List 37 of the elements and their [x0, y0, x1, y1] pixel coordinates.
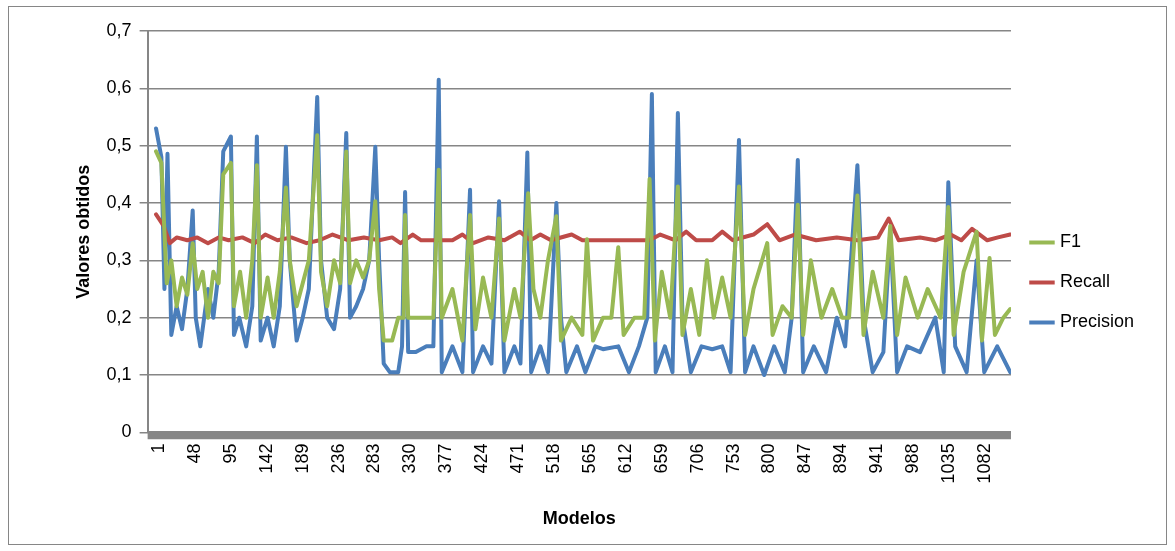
x-tick-label: 48 [183, 443, 204, 464]
legend-label: Precision [1059, 311, 1134, 332]
y-tick-label: 0,5 [106, 134, 132, 155]
x-tick-label: 189 [291, 443, 312, 474]
x-tick-label: 424 [471, 443, 492, 474]
x-tick-label: 988 [902, 443, 923, 474]
x-axis-title: Modelos [542, 508, 616, 529]
y-tick-label: 0,1 [106, 363, 132, 384]
x-tick-label: 659 [650, 443, 671, 474]
x-tick-label: 1 [148, 443, 168, 454]
legend-label: F1 [1059, 231, 1081, 252]
y-tick-label: 0,3 [106, 249, 132, 270]
x-tick-label: 565 [578, 443, 599, 474]
y-tick-label: 0 [121, 421, 132, 442]
x-tick-label: 330 [399, 443, 420, 474]
y-axis-title: Valores obtidos [72, 164, 93, 299]
legend-label: Recall [1059, 271, 1110, 292]
x-tick-label: 471 [507, 443, 528, 474]
x-tick-label: 377 [435, 443, 456, 474]
x-tick-label: 142 [255, 443, 276, 474]
x-tick-label: 612 [614, 443, 635, 474]
x-tick-label: 236 [327, 443, 348, 474]
x-tick-label: 847 [794, 443, 815, 474]
x-tick-label: 283 [363, 443, 384, 474]
x-tick-label: 518 [543, 443, 563, 474]
x-tick-label: 95 [219, 443, 240, 464]
x-tick-label: 894 [830, 443, 851, 474]
y-tick-label: 0,4 [106, 191, 132, 212]
y-tick-label: 0,2 [106, 306, 132, 327]
x-tick-label: 1035 [938, 443, 958, 484]
x-tick-label: 753 [722, 443, 743, 474]
x-tick-label: 941 [866, 443, 887, 474]
y-tick-label: 0,6 [106, 77, 132, 98]
y-tick-label: 0,7 [106, 19, 132, 40]
x-tick-label: 1082 [973, 443, 994, 484]
x-tick-label: 706 [686, 443, 707, 474]
x-tick-label: 800 [758, 443, 779, 474]
